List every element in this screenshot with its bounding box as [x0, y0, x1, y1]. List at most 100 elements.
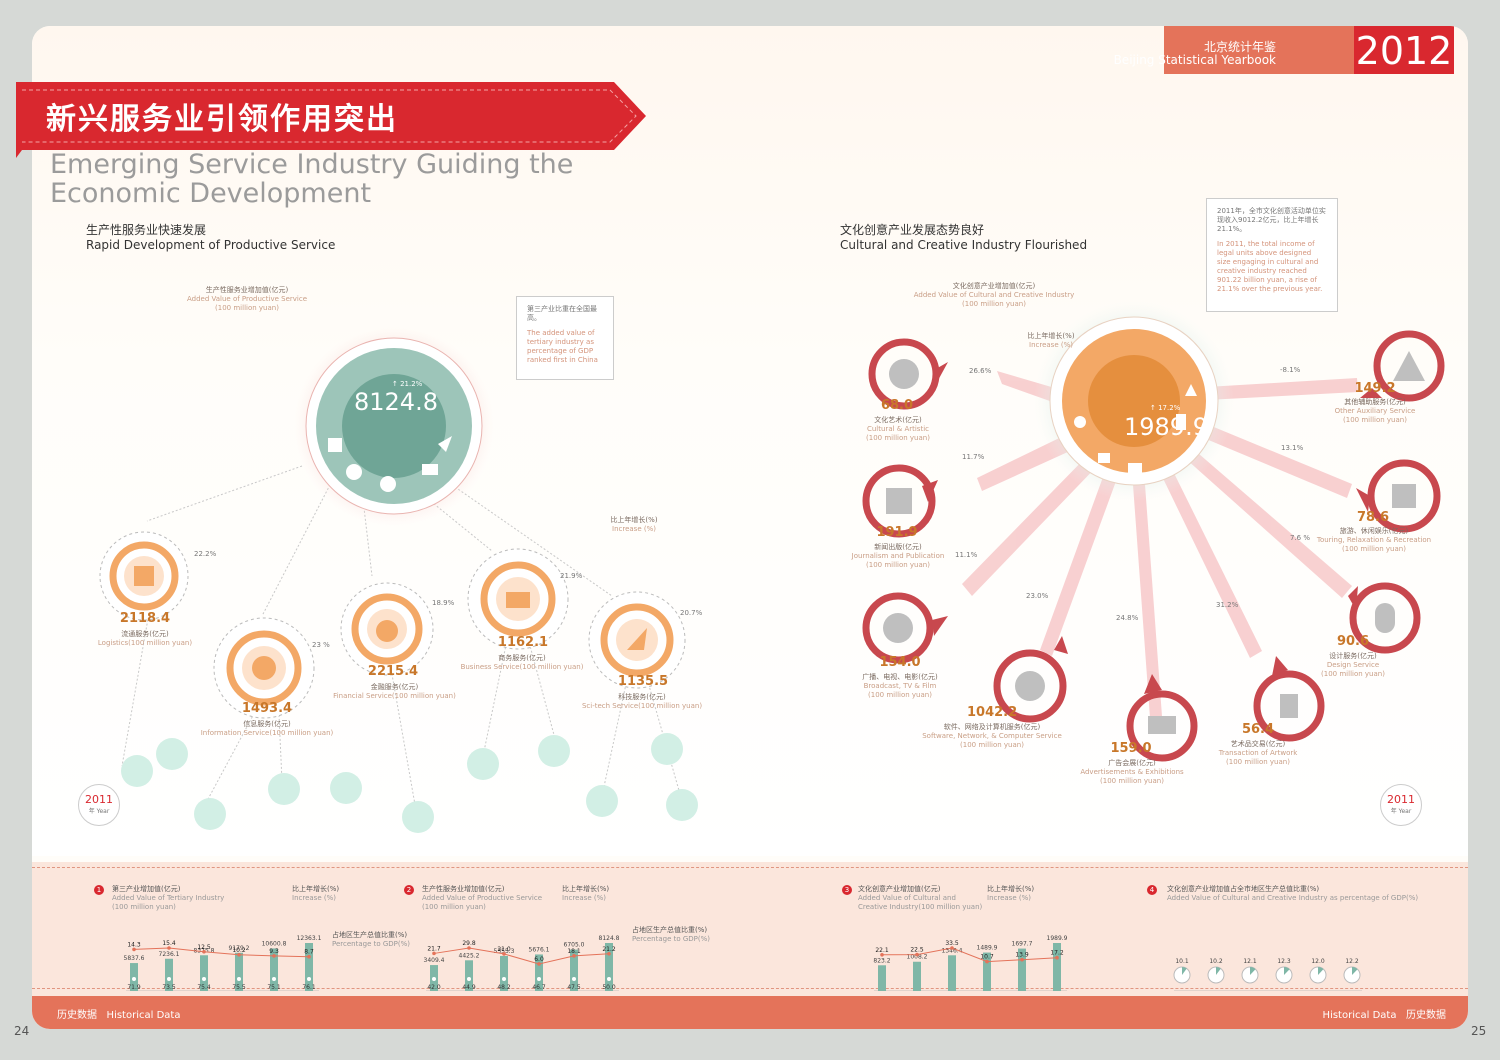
right-note: 2011年，全市文化创意活动单位实现收入9012.2亿元，比上年增长21.1%。… [1206, 198, 1338, 312]
disc-icon [1015, 671, 1045, 701]
touring-increase: 13.1% [1281, 444, 1304, 452]
increase-point [985, 959, 989, 964]
share-label: 50.0 [602, 984, 616, 991]
business-label: 商务服务(亿元) Business Service(100 million yua… [460, 654, 584, 671]
broadcast-value: 154.0 [879, 655, 921, 670]
share-point [166, 976, 172, 982]
title-en: Emerging Service Industry Guiding the Ec… [50, 149, 574, 209]
business-value: 1162.1 [497, 635, 549, 650]
left-note: 第三产业比重在全国最高。 The added value of tertiary… [516, 296, 614, 380]
value-label: 10600.8 [262, 940, 287, 947]
left-section-title-en: Rapid Development of Productive Service [86, 238, 336, 252]
share-slice [1250, 967, 1256, 975]
increase-label: 9.3 [269, 948, 279, 955]
satellite-icon [438, 436, 452, 452]
share-label: 12.3 [1277, 958, 1291, 965]
share-label: 75.5 [232, 984, 246, 991]
artwork-label: 艺术品交易(亿元) Transaction of Artwork (100 mill… [1218, 740, 1298, 766]
information-increase: 23 % [312, 641, 330, 649]
share-slice [1284, 967, 1290, 975]
increase-point [537, 962, 541, 966]
share-label: 44.9 [462, 984, 476, 991]
divider-top [32, 867, 1468, 868]
increase-point [132, 947, 136, 952]
value-bar [570, 949, 578, 991]
share-point [606, 976, 612, 982]
value-label: 8124.8 [599, 935, 620, 942]
left-section-heading: 生产性服务业快速发展 Rapid Development of Producti… [86, 221, 335, 252]
increase-line [133, 947, 310, 958]
left-center-value: 8124.8 [354, 388, 438, 416]
center-icons [1074, 384, 1197, 473]
touring-value: 78.6 [1356, 510, 1390, 525]
share-label: 71.9 [127, 984, 141, 991]
scitech-value: 1135.5 [617, 674, 669, 689]
logistics-increase: 22.2% [194, 550, 217, 558]
increase-point [1055, 955, 1059, 960]
increase-point [572, 954, 576, 958]
broadcast-increase: 11.1% [955, 551, 978, 559]
value-bar [605, 943, 613, 991]
increase-label: 22.5 [910, 947, 924, 954]
value-bar [200, 955, 208, 991]
share-slice [1182, 967, 1187, 975]
auxiliary-value: 149.2 [1354, 381, 1396, 396]
airplane-icon [1392, 484, 1416, 508]
value-label: 12363.1 [297, 935, 322, 942]
logistics-label: 流通服务(亿元) Logistics(100 million yuan) [97, 630, 193, 647]
share-label: 10.1 [1175, 958, 1189, 965]
share-point [501, 976, 507, 982]
productive-service-diagram [99, 326, 698, 833]
share-point [431, 976, 437, 982]
chart2-title: 2 生产性服务业增加值(亿元) Added Value of Productive… [404, 885, 609, 911]
design-value: 90.6 [1336, 634, 1370, 649]
right-section-title-cn: 文化创意产业发展态势良好 [840, 223, 985, 237]
right-center-value: 1989.9 [1124, 413, 1208, 441]
increase-label: 8.7 [304, 949, 314, 956]
share-label: 48.2 [497, 984, 511, 991]
business-increase: 21.9% [560, 572, 583, 580]
increase-point [502, 952, 506, 956]
share-label: 46.7 [532, 984, 546, 991]
value-label: 5676.1 [529, 946, 550, 953]
center-icons [328, 436, 452, 492]
value-bar [983, 952, 991, 991]
value-label: 3409.4 [424, 957, 445, 964]
mouse-icon [1176, 414, 1186, 430]
footer-right-label: Historical Data 历史数据 [1322, 1010, 1446, 1021]
share-label: 47.5 [567, 984, 581, 991]
software-label: 软件、网络及计算机服务(亿元) Software, Network, & Comp… [922, 723, 1062, 749]
value-bar [270, 948, 278, 991]
cultural-creative-diagram [862, 301, 1445, 762]
software-value: 1042.2 [967, 705, 1018, 720]
scitech-label: 科技服务(亿元) Sci-tech Service(100 million yua… [581, 693, 703, 710]
category-icons [883, 351, 1425, 734]
film-reel-icon [883, 613, 913, 643]
title-cn: 新兴服务业引领作用突出 [46, 102, 398, 137]
value-bar [913, 961, 921, 991]
value-label: 1346.4 [942, 947, 963, 954]
value-bar [878, 965, 886, 991]
increase-point [915, 952, 919, 957]
title-banner [16, 82, 646, 158]
cultural-history-chart: 200620072008200920102011823.21008.21346.… [873, 935, 1068, 991]
share-point [536, 976, 542, 982]
palette-icon [1074, 416, 1086, 428]
share-slice [1352, 967, 1358, 975]
share-point [306, 976, 312, 982]
increase-label: 6.0 [534, 956, 544, 963]
category-rings [862, 330, 1445, 762]
value-label: 7236.1 [159, 951, 180, 958]
share-label: 12.2 [1345, 958, 1359, 965]
increase-point [202, 949, 206, 954]
increase-label: 14.3 [127, 941, 141, 948]
increase-label: 18.1 [567, 948, 581, 955]
increase-label: 12.5 [197, 944, 211, 951]
footer-left-label: 历史数据 Historical Data [57, 1010, 181, 1021]
increase-label: 10.2 [232, 947, 246, 954]
increase-point [307, 954, 311, 959]
lyre-icon [1280, 694, 1298, 718]
yearbook-title-en: Beijing Statistical Yearbook [1113, 53, 1276, 67]
right-center-label: 文化创意产业增加值(亿元) Added Value of Cultural an… [913, 282, 1075, 308]
increase-label: 33.5 [945, 940, 959, 947]
